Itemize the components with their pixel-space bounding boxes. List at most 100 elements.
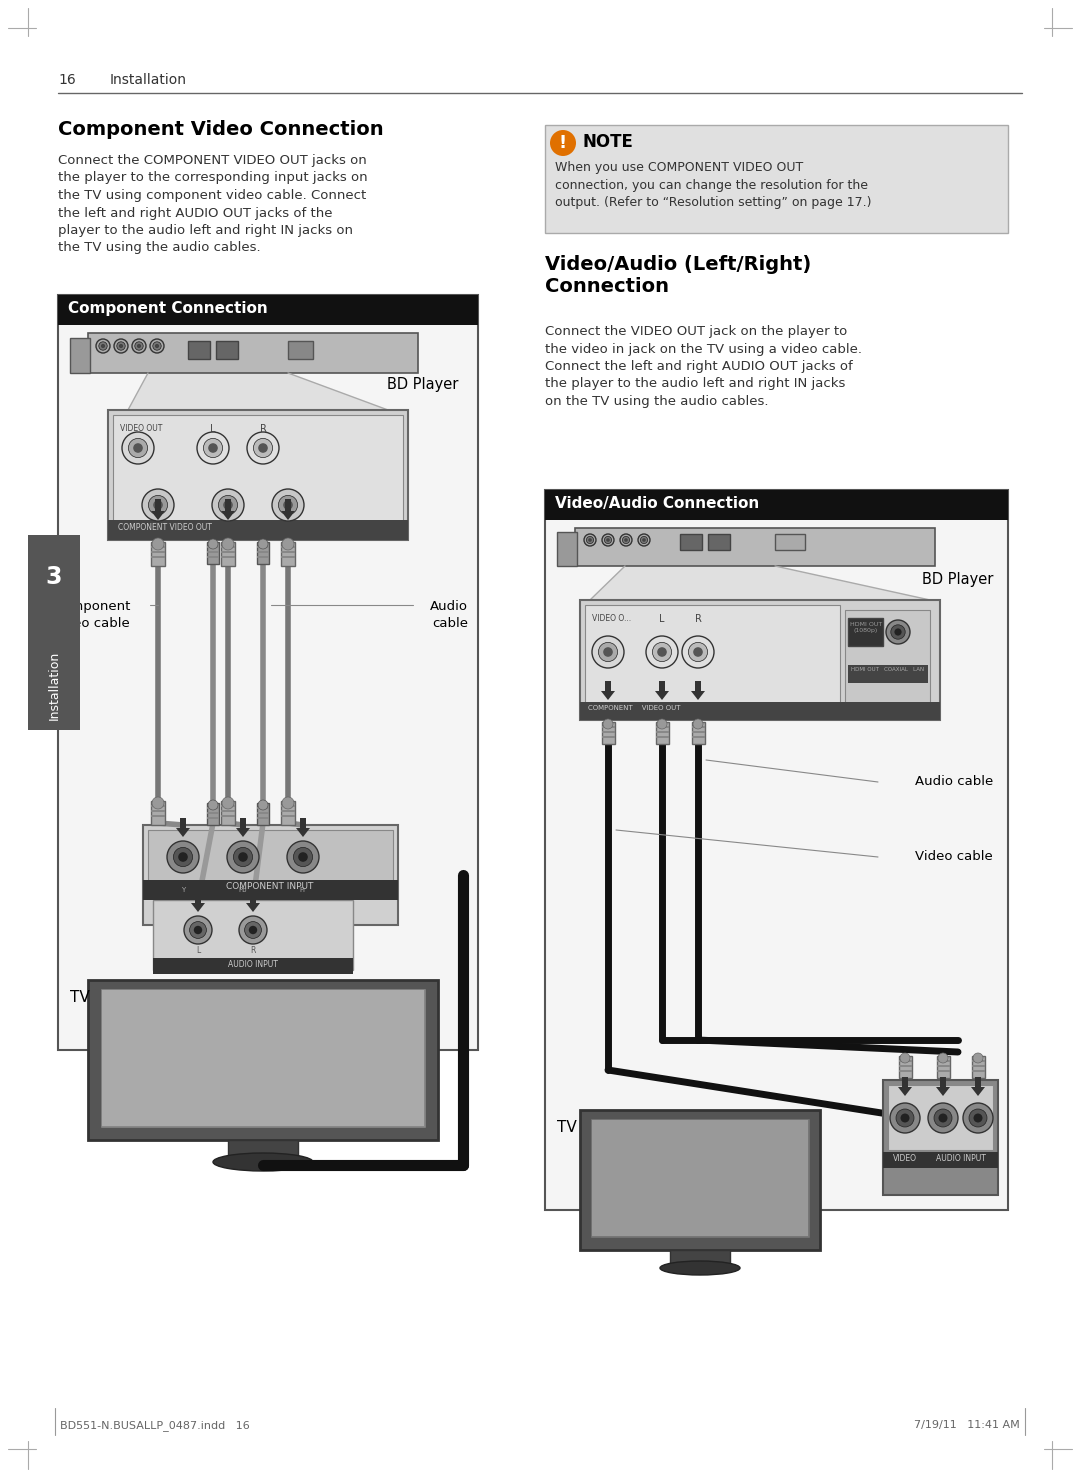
Polygon shape (590, 566, 930, 600)
Bar (848, 617, 883, 645)
Circle shape (117, 341, 125, 350)
Circle shape (244, 922, 261, 938)
Polygon shape (176, 829, 190, 837)
Circle shape (886, 620, 910, 644)
Polygon shape (151, 511, 165, 520)
Circle shape (153, 501, 163, 510)
Circle shape (152, 798, 164, 809)
Bar (288, 341, 313, 359)
Text: NOTE: NOTE (583, 133, 634, 151)
Circle shape (178, 852, 188, 861)
Circle shape (620, 535, 632, 546)
Text: VIDEO O...: VIDEO O... (592, 614, 631, 623)
Circle shape (258, 801, 268, 809)
Bar (195, 895, 201, 902)
Bar (659, 681, 665, 691)
Bar (257, 555, 269, 558)
Circle shape (137, 344, 141, 349)
Circle shape (279, 495, 298, 514)
Circle shape (693, 647, 703, 657)
Bar (221, 809, 235, 812)
Bar (708, 535, 730, 549)
Bar (899, 1060, 912, 1062)
Text: R: R (694, 614, 701, 623)
Circle shape (693, 719, 703, 730)
Polygon shape (281, 511, 295, 520)
Polygon shape (654, 691, 669, 700)
Bar (221, 805, 235, 806)
Text: BD551-N.BUSALLP_0487.indd   16: BD551-N.BUSALLP_0487.indd 16 (60, 1419, 249, 1431)
Text: COMPONENT INPUT: COMPONENT INPUT (227, 882, 313, 891)
Text: Pb: Pb (222, 523, 233, 532)
Circle shape (208, 539, 218, 549)
Circle shape (624, 538, 627, 542)
Text: Pr: Pr (299, 888, 307, 894)
Bar (902, 1077, 908, 1087)
Polygon shape (936, 1087, 950, 1096)
Polygon shape (600, 691, 615, 700)
Bar (281, 805, 295, 806)
Circle shape (688, 642, 707, 662)
Circle shape (939, 1053, 948, 1063)
Text: L: L (211, 424, 216, 434)
Bar (257, 542, 269, 564)
Bar (228, 1140, 298, 1156)
Bar (151, 809, 165, 812)
Circle shape (963, 1103, 993, 1133)
Circle shape (122, 431, 154, 464)
Bar (108, 520, 408, 541)
Bar (207, 806, 219, 809)
Text: AUDIO INPUT: AUDIO INPUT (936, 1154, 986, 1162)
Circle shape (602, 535, 615, 546)
Bar (975, 1077, 981, 1087)
Bar (58, 295, 478, 1050)
Circle shape (657, 719, 667, 730)
Circle shape (258, 443, 268, 453)
Text: VIDEO: VIDEO (893, 1154, 917, 1162)
Circle shape (208, 801, 218, 809)
Circle shape (604, 647, 612, 657)
Circle shape (901, 1114, 909, 1123)
Bar (108, 411, 408, 541)
Text: COMPONENT VIDEO OUT: COMPONENT VIDEO OUT (118, 523, 212, 532)
Bar (207, 817, 219, 820)
Circle shape (928, 1103, 958, 1133)
Bar (605, 681, 611, 691)
Circle shape (239, 852, 247, 861)
Text: Installation: Installation (48, 651, 60, 719)
Circle shape (622, 536, 630, 544)
Circle shape (141, 489, 174, 521)
Circle shape (254, 439, 272, 458)
Bar (151, 542, 165, 566)
Circle shape (222, 538, 234, 549)
Text: L: L (195, 945, 200, 956)
Circle shape (973, 1114, 983, 1123)
Bar (113, 415, 403, 535)
Circle shape (152, 341, 161, 350)
Bar (602, 736, 615, 738)
Circle shape (222, 798, 234, 809)
Polygon shape (221, 511, 235, 520)
Text: 7/19/11   11:41 AM: 7/19/11 11:41 AM (915, 1419, 1020, 1430)
Bar (972, 1056, 985, 1078)
Circle shape (589, 538, 592, 542)
Circle shape (894, 628, 902, 635)
Bar (151, 551, 165, 552)
Text: Pb: Pb (239, 888, 247, 894)
Circle shape (114, 340, 129, 353)
Text: Audio cable: Audio cable (915, 775, 993, 789)
Circle shape (193, 926, 202, 933)
Bar (692, 731, 705, 733)
Text: BD Player: BD Player (921, 572, 993, 586)
Bar (656, 731, 669, 733)
Circle shape (605, 536, 611, 544)
Text: Video/Audio Connection: Video/Audio Connection (555, 496, 759, 511)
Bar (281, 801, 295, 826)
Text: 16: 16 (58, 72, 76, 87)
Circle shape (969, 1109, 987, 1127)
Text: Pr: Pr (284, 523, 293, 532)
Bar (257, 546, 269, 548)
Circle shape (184, 916, 212, 944)
Circle shape (891, 625, 905, 640)
Text: TV: TV (557, 1120, 577, 1134)
